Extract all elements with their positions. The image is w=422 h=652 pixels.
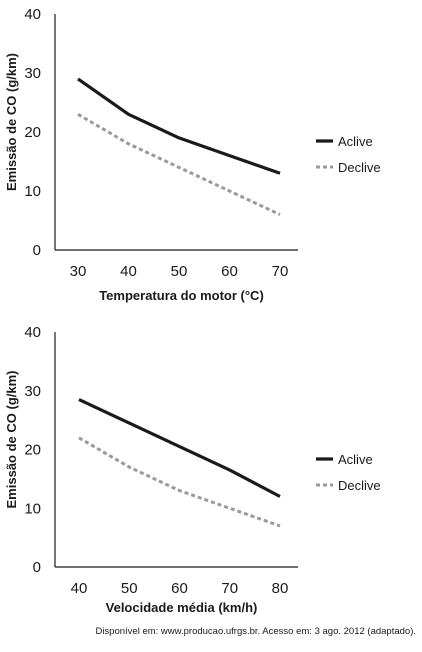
x-tick-label: 50 xyxy=(121,580,138,597)
legend-label-aclive: Aclive xyxy=(338,134,373,149)
y-tick-label: 20 xyxy=(24,124,41,141)
series-line-declive xyxy=(77,113,281,216)
y-axis-label: Emissão de CO (g/km) xyxy=(4,53,19,191)
x-tick-label: 40 xyxy=(120,263,137,280)
series-line-aclive xyxy=(77,77,281,175)
x-tick-label: 30 xyxy=(70,263,87,280)
y-tick-label: 30 xyxy=(24,65,41,82)
series-line-aclive xyxy=(78,398,281,498)
legend-label-aclive: Aclive xyxy=(338,452,373,467)
y-tick-label: 40 xyxy=(24,324,41,341)
series-line-declive xyxy=(78,436,281,528)
x-tick-label: 80 xyxy=(272,580,289,597)
x-tick-label: 70 xyxy=(221,580,238,597)
legend-label-declive: Declive xyxy=(338,478,381,493)
y-axis-label: Emissão de CO (g/km) xyxy=(4,371,19,509)
y-tick-label: 30 xyxy=(24,383,41,400)
x-axis-label: Velocidade média (km/h) xyxy=(106,600,258,615)
y-tick-label: 20 xyxy=(24,442,41,459)
legend-label-declive: Declive xyxy=(338,160,381,175)
chart-2: 0 10 20 30 40 40 50 60 70 80 Velocidade média (km/… xyxy=(4,324,381,615)
y-tick-label: 10 xyxy=(24,500,41,517)
y-tick-label: 0 xyxy=(33,242,41,259)
x-tick-label: 60 xyxy=(221,263,238,280)
y-tick-label: 40 xyxy=(24,6,41,23)
chart-1: 0 10 20 30 40 30 40 50 60 70 Temperatura do motor … xyxy=(4,6,381,303)
y-tick-label: 10 xyxy=(24,183,41,200)
x-tick-label: 40 xyxy=(71,580,88,597)
x-axis-label: Temperatura do motor (°C) xyxy=(99,288,264,303)
source-note: Disponível em: www.producao.ufrgs.br. Ac… xyxy=(95,626,416,637)
x-tick-label: 50 xyxy=(171,263,188,280)
y-tick-label: 0 xyxy=(33,559,41,576)
x-tick-label: 60 xyxy=(171,580,188,597)
x-tick-label: 70 xyxy=(272,263,289,280)
